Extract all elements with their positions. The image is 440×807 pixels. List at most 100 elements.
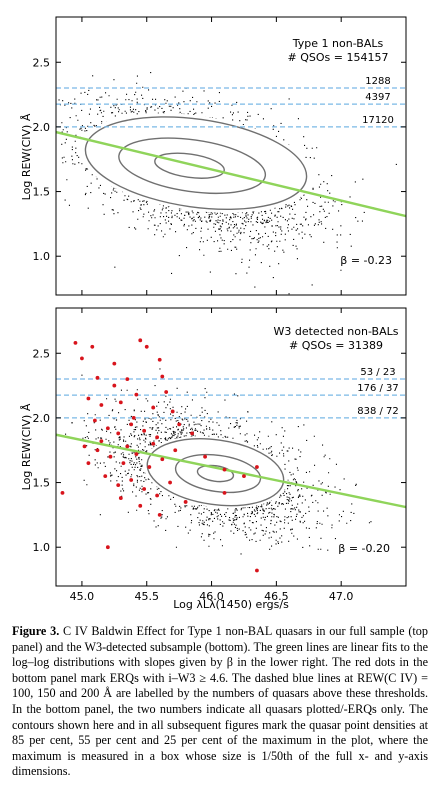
erq-point-0 — [73, 341, 78, 345]
top-threshold-label-2: 17120 — [362, 115, 394, 126]
bot-contour-0 — [196, 464, 235, 483]
erq-point-17 — [105, 426, 110, 431]
erq-point-28 — [134, 452, 139, 457]
bot-ytick-label-3: 2.5 — [33, 347, 51, 360]
bot-contour-1 — [174, 453, 262, 494]
erq-point-35 — [129, 478, 134, 482]
bot-density-core — [143, 436, 288, 509]
bot-threshold-label-0: 53 / 23 — [360, 367, 395, 378]
bottom-x-axis-label: Log λLλ(1450) ergs/s — [173, 598, 289, 611]
bot-ytick-label-0: 1.0 — [33, 541, 51, 554]
erq-point-27 — [121, 461, 126, 466]
erq-point-46 — [222, 491, 227, 495]
erq-point-36 — [142, 487, 147, 491]
erq-point-6 — [95, 375, 100, 380]
erq-point-48 — [105, 545, 110, 550]
erq-point-53 — [112, 361, 117, 366]
erq-point-49 — [255, 568, 259, 573]
erq-point-13 — [151, 405, 156, 410]
figure-3: 1288 4397 17120 1.0 1.5 2.0 2.5 Type 1 non-BA… — [20, 16, 407, 611]
erq-point-52 — [160, 374, 165, 379]
erq-point-22 — [177, 422, 182, 427]
erq-point-14 — [164, 390, 169, 394]
bot-fit-line — [56, 433, 406, 509]
bottom-fit-line-group — [56, 433, 406, 509]
erq-point-50 — [86, 461, 91, 466]
bot-xtick-label-2: 46.0 — [199, 590, 224, 603]
bot-threshold-label-1: 176 / 37 — [357, 383, 399, 394]
top-threshold-label-1: 4397 — [365, 92, 390, 103]
bottom-beta-label: β = -0.20 — [338, 542, 390, 555]
erq-point-29 — [147, 465, 152, 469]
bottom-x-axis: 45.0 45.5 46.0 46.5 47.0 — [70, 590, 354, 603]
bottom-thresholds: 53 / 23 176 / 37 838 / 72 — [56, 367, 406, 419]
top-ytick-label-3: 2.5 — [33, 56, 51, 69]
erq-point-47 — [60, 491, 65, 495]
top-fit-line-group — [56, 130, 406, 218]
top-contour-0 — [154, 152, 225, 179]
bot-ytick-label-1: 1.5 — [33, 477, 51, 490]
bottom-plot-frame — [55, 307, 407, 587]
erq-point-33 — [103, 474, 108, 478]
erq-point-21 — [155, 435, 160, 440]
bot-xtick-label-1: 45.5 — [134, 590, 159, 603]
bot-xtick-label-0: 45.0 — [70, 590, 95, 603]
top-thresholds: 1288 4397 17120 — [56, 76, 406, 128]
erq-point-2 — [90, 344, 95, 349]
top-contour-2 — [84, 116, 308, 211]
erq-point-24 — [82, 444, 87, 449]
bottom-y-axis: 1.0 1.5 2.0 2.5 — [33, 308, 406, 586]
erq-point-15 — [170, 409, 175, 414]
erq-point-25 — [95, 448, 100, 453]
top-y-axis-label: Log REW(CIV) Å — [20, 113, 33, 200]
figure-caption: Figure 3. C IV Baldwin Effect for Type 1… — [12, 624, 428, 780]
top-annotation-line-1: Type 1 non-BALs — [292, 37, 384, 50]
top-threshold-label-0: 1288 — [365, 76, 390, 87]
erq-point-10 — [99, 403, 104, 407]
bottom-panel: 53 / 23 176 / 37 838 / 72 1.0 1.5 2.0 2.5 45.… — [20, 307, 407, 611]
erq-point-8 — [125, 377, 130, 382]
erq-point-20 — [142, 428, 147, 433]
erq-point-9 — [86, 396, 91, 401]
bot-threshold-label-2: 838 / 72 — [357, 406, 399, 417]
erq-point-5 — [157, 357, 162, 362]
caption-lead: Figure 3. — [12, 624, 60, 638]
erq-point-1 — [80, 356, 84, 361]
top-plot-frame — [55, 16, 407, 296]
erq-point-39 — [222, 467, 227, 472]
top-beta-label: β = -0.23 — [340, 254, 392, 267]
top-ytick-label-2: 2.0 — [33, 121, 51, 134]
erq-point-56 — [151, 441, 156, 446]
bot-xtick-label-3: 46.5 — [264, 590, 289, 603]
erq-point-7 — [112, 383, 117, 388]
top-density-core — [78, 113, 314, 213]
bottom-y-axis-label: Log REW(CIV) Å — [20, 403, 33, 490]
erq-point-54 — [99, 439, 104, 444]
erq-point-4 — [144, 344, 149, 349]
erq-point-40 — [242, 474, 246, 478]
erq-point-38 — [168, 480, 172, 485]
erq-point-37 — [155, 493, 160, 498]
top-contours — [78, 113, 314, 213]
bot-ytick-label-2: 2.0 — [33, 412, 51, 425]
top-contour-1 — [118, 137, 267, 194]
top-fit-line — [56, 130, 406, 218]
erq-point-43 — [138, 503, 143, 508]
erq-point-11 — [118, 400, 123, 405]
erq-point-23 — [190, 431, 195, 436]
erq-point-12 — [134, 392, 139, 397]
top-ytick-label-1: 1.5 — [33, 186, 51, 199]
erq-point-42 — [118, 496, 123, 500]
top-y-axis: 1.0 1.5 2.0 2.5 — [33, 17, 406, 295]
erq-point-51 — [131, 416, 136, 420]
erq-point-3 — [138, 338, 143, 343]
erq-point-45 — [183, 500, 188, 504]
bottom-annotation-line-2: # QSOs = 31389 — [289, 339, 383, 352]
top-panel: 1288 4397 17120 1.0 1.5 2.0 2.5 Type 1 non-BA… — [20, 16, 407, 296]
bot-xtick-label-4: 47.0 — [329, 590, 354, 603]
erq-point-26 — [108, 454, 113, 459]
erq-point-32 — [203, 454, 207, 459]
caption-text: C IV Baldwin Effect for Type 1 non-BAL q… — [12, 624, 428, 779]
erq-point-44 — [157, 512, 162, 517]
top-ytick-label-0: 1.0 — [33, 250, 51, 263]
